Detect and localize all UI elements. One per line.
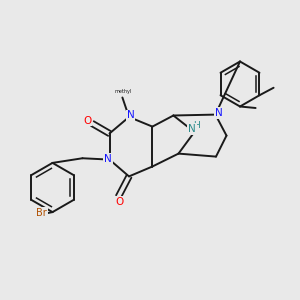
Text: N: N — [127, 110, 134, 121]
Text: methyl: methyl — [115, 89, 132, 94]
Text: O: O — [116, 197, 124, 207]
Text: N: N — [214, 108, 222, 118]
Text: N: N — [188, 124, 196, 134]
Text: O: O — [83, 116, 92, 126]
Text: Br: Br — [36, 208, 47, 218]
Text: H: H — [194, 121, 200, 130]
Text: N: N — [104, 154, 112, 164]
